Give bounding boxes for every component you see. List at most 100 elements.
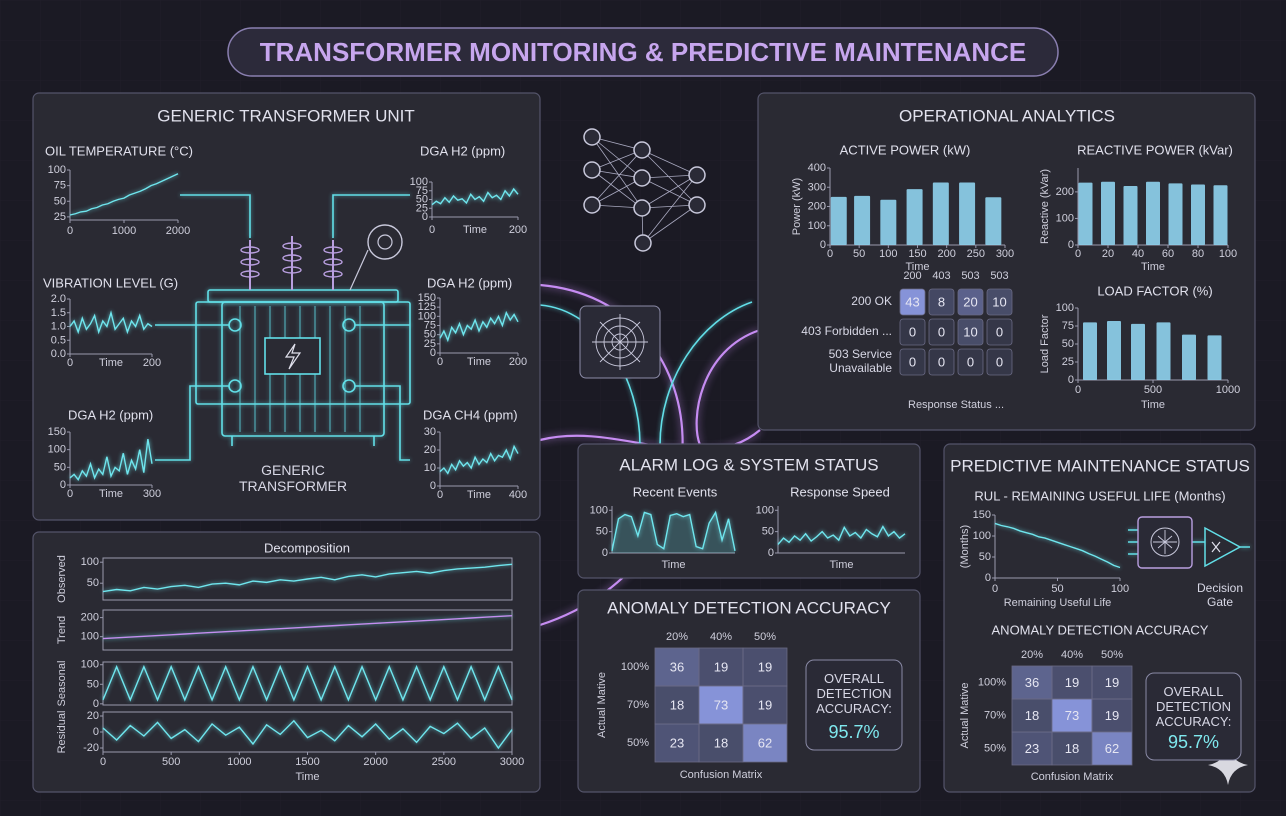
bar <box>932 182 949 245</box>
x-tick-label: 2000 <box>363 756 387 768</box>
bar <box>854 195 871 245</box>
cell-value: 19 <box>1105 675 1119 690</box>
y-axis-label: Load Factor <box>1039 314 1051 373</box>
bushing-disc <box>282 254 302 262</box>
x-tick-label: 2000 <box>166 225 190 237</box>
chart-title: RUL - REMAINING USEFUL LIFE (Months) <box>974 489 1225 504</box>
bar <box>1168 183 1183 245</box>
x-tick-label: 1000 <box>112 225 136 237</box>
conservator-core <box>377 234 393 250</box>
chart-title: DGA H2 (ppm) <box>427 276 512 291</box>
cell-value: 18 <box>714 736 728 751</box>
y-tick-label: 150 <box>48 426 66 438</box>
connector-lines <box>155 194 410 461</box>
neural-net-icon <box>583 128 706 252</box>
y-tick-label: 25 <box>54 211 66 223</box>
line <box>102 719 513 750</box>
chart-title: REACTIVE POWER (kVar) <box>1077 143 1233 158</box>
x-axis-label: Confusion Matrix <box>680 769 763 781</box>
bushing-disc <box>323 258 343 266</box>
flow-arc <box>539 283 684 627</box>
matrix-cell <box>1091 665 1133 700</box>
y-axis-label: Trend <box>56 616 68 644</box>
chart-title: DGA H2 (ppm) <box>420 144 505 159</box>
y-tick-label: 0 <box>430 480 436 492</box>
cell-value: 20 <box>963 295 977 310</box>
y-tick-label: 100 <box>1056 212 1074 224</box>
bar <box>959 182 976 245</box>
port <box>342 318 356 332</box>
x-tick-label: 400 <box>509 489 527 501</box>
chart-title: ACTIVE POWER (kW) <box>840 143 971 158</box>
y-tick-label: 100 <box>1056 302 1074 314</box>
cell-value: 62 <box>1105 741 1119 756</box>
x-tick-label: 50 <box>1051 583 1063 595</box>
panel-title: OPERATIONAL ANALYTICS <box>899 107 1115 126</box>
transformer-drawing <box>155 194 411 461</box>
y-tick-label: 0 <box>430 347 436 359</box>
bar <box>830 196 847 245</box>
node <box>583 161 601 179</box>
chart-title: Decomposition <box>264 541 350 556</box>
row-label: 50% <box>627 737 649 749</box>
overall-value: 95.7% <box>1168 732 1219 752</box>
bushing-disc <box>240 246 260 254</box>
y-tick-label: 0.0 <box>51 348 66 360</box>
y-axis-label: Actual Mative <box>959 682 971 748</box>
title-pill <box>227 27 1059 77</box>
y-tick-label: 50 <box>87 678 99 690</box>
cell-value: 0 <box>996 355 1003 370</box>
lightning <box>284 343 302 370</box>
column-label: 503 <box>961 270 979 282</box>
cell-value: 19 <box>758 660 772 675</box>
cell-value: 23 <box>670 736 684 751</box>
sparkle <box>1208 745 1248 785</box>
web-icon <box>579 305 661 379</box>
bar <box>1131 323 1145 380</box>
cell-value: 0 <box>996 325 1003 340</box>
cell-value: 73 <box>1065 708 1079 723</box>
matrix-cell <box>1051 698 1093 733</box>
matrix-cell <box>742 647 788 687</box>
matrix-cell <box>1011 665 1053 700</box>
y-tick-label: 0 <box>1068 374 1074 386</box>
chart-title: DGA CH4 (ppm) <box>423 408 518 423</box>
y-tick-label: 50 <box>87 577 99 589</box>
x-tick-label: 1500 <box>295 756 319 768</box>
x-tick-label: 250 <box>967 248 985 260</box>
x-tick-label: 0 <box>67 225 73 237</box>
x-tick-label: 0 <box>437 489 443 501</box>
y-tick-label: 1.5 <box>51 307 66 319</box>
bar <box>1107 320 1121 380</box>
matrix-cell <box>1051 665 1093 700</box>
matrix-cell <box>986 348 1013 376</box>
bar <box>906 189 923 245</box>
panel-title: ANOMALY DETECTION ACCURACY <box>607 599 891 618</box>
y-tick-label: 0.5 <box>51 334 66 346</box>
x-axis-label: Time <box>99 488 123 500</box>
row-label: 503 Service Unavailable <box>828 347 892 375</box>
x-tick-label: 1000 <box>1216 384 1240 396</box>
cell-value: 18 <box>670 698 684 713</box>
matrix-cell <box>654 685 700 725</box>
chart-title: OIL TEMPERATURE (°C) <box>45 144 193 159</box>
x-tick-label: 200 <box>143 357 161 369</box>
x-axis-label: Remaining Useful Life <box>1004 597 1112 609</box>
y-tick-label: 100 <box>973 530 991 542</box>
matrix-cell <box>742 685 788 725</box>
y-tick-label: 100 <box>808 220 826 232</box>
tank <box>221 301 385 437</box>
y-tick-label: 75 <box>1062 320 1074 332</box>
model-arrows <box>1128 529 1250 555</box>
edges <box>591 136 698 244</box>
x-tick-label: 200 <box>509 356 527 368</box>
line <box>69 310 153 335</box>
x-tick-label: 50 <box>853 248 865 260</box>
y-tick-label: 100 <box>81 631 99 643</box>
matrix-cell <box>1011 731 1053 766</box>
y-tick-label: 30 <box>424 426 436 438</box>
x-tick-label: 100 <box>1111 583 1129 595</box>
y-tick-label: 50 <box>762 526 774 538</box>
y-tick-label: 125 <box>418 301 436 313</box>
x-tick-label: 0 <box>1075 248 1081 260</box>
